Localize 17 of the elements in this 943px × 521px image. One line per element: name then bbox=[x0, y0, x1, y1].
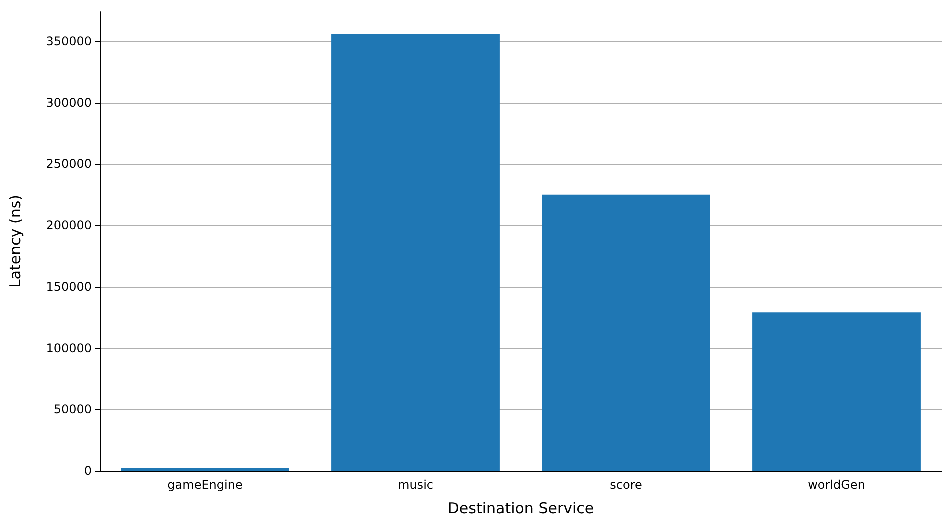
x-tick-label: gameEngine bbox=[168, 478, 243, 492]
y-tick-label: 300000 bbox=[46, 96, 92, 110]
x-tick-label: worldGen bbox=[808, 478, 866, 492]
y-tick-label: 350000 bbox=[46, 34, 92, 48]
x-tick-label: music bbox=[398, 478, 434, 492]
y-tick-label: 200000 bbox=[46, 218, 92, 233]
y-tick-label: 250000 bbox=[46, 157, 92, 172]
y-tick-label: 100000 bbox=[46, 341, 92, 356]
bar bbox=[332, 34, 500, 471]
y-axis-title: Latency (ns) bbox=[6, 194, 24, 288]
bar bbox=[752, 312, 921, 471]
y-tick-label: 50000 bbox=[54, 402, 92, 417]
bar bbox=[542, 194, 710, 471]
x-tick-label: score bbox=[610, 478, 642, 492]
y-tick-label: 0 bbox=[84, 464, 92, 478]
x-axis-title: Destination Service bbox=[448, 500, 594, 518]
y-tick-label: 150000 bbox=[46, 280, 92, 294]
